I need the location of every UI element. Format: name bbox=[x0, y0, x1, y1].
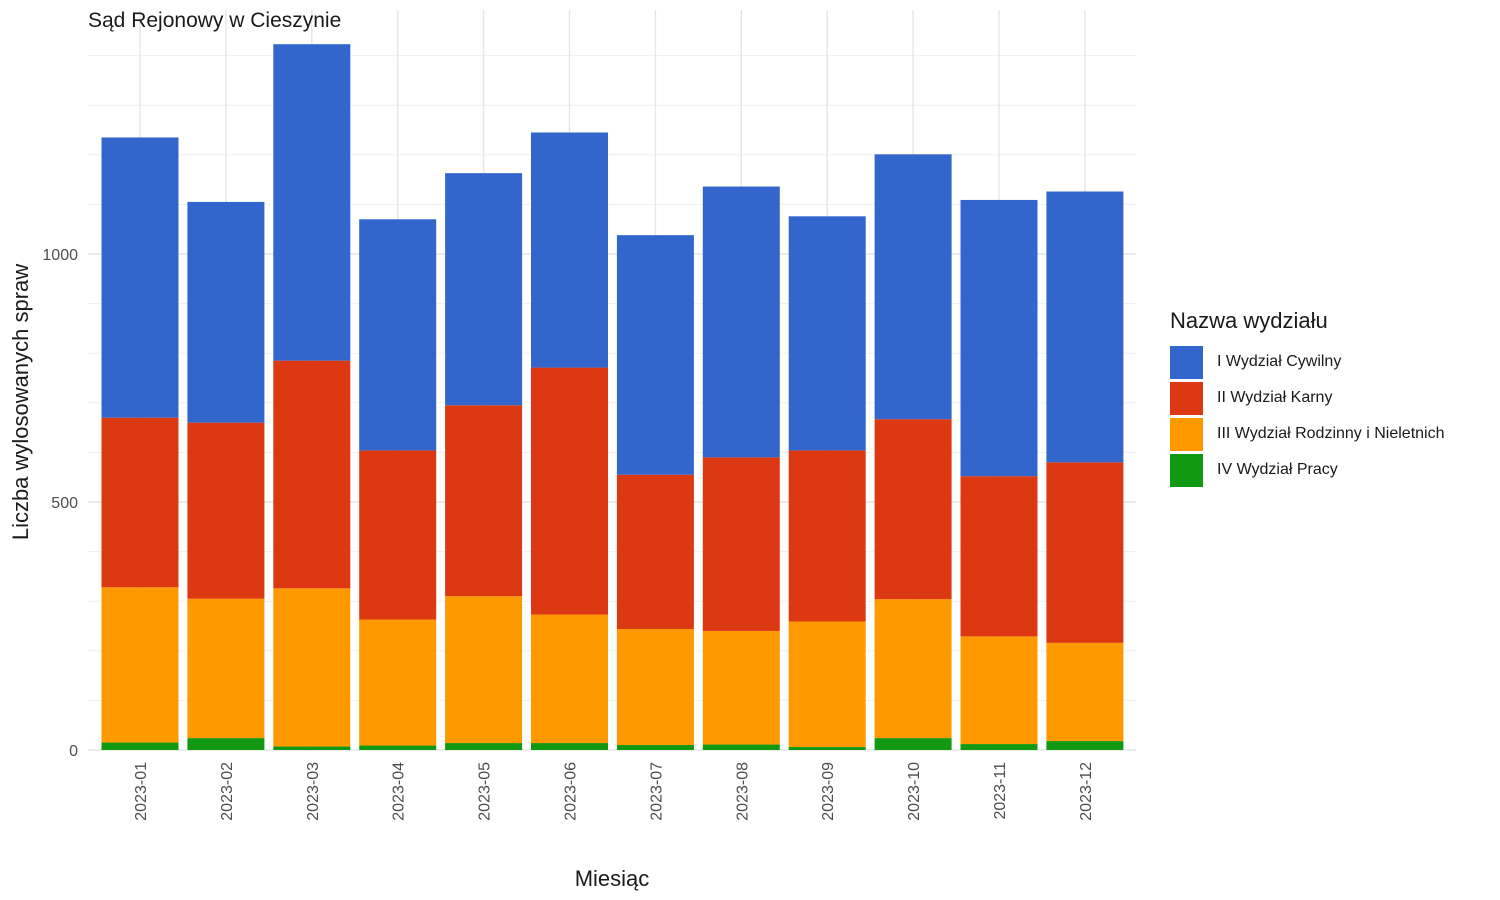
bar-segment bbox=[531, 614, 608, 744]
bar-segment bbox=[273, 44, 351, 361]
bar-segment bbox=[616, 745, 694, 750]
bar-segment bbox=[1046, 642, 1124, 742]
legend-item: I Wydział Cywilny bbox=[1170, 344, 1445, 380]
bar-segment bbox=[616, 628, 694, 746]
bar-segment bbox=[1046, 741, 1124, 750]
bar-segment bbox=[788, 621, 866, 748]
legend-swatch bbox=[1170, 345, 1203, 379]
bar-segment bbox=[702, 457, 780, 631]
bar-segment bbox=[445, 743, 523, 750]
bar-segment bbox=[874, 599, 952, 739]
bar-segment bbox=[616, 235, 694, 475]
legend-item: II Wydział Karny bbox=[1170, 380, 1445, 416]
bar-segment bbox=[788, 747, 866, 750]
x-axis-title: Miesiąc bbox=[575, 866, 650, 891]
chart-title: Sąd Rejonowy w Cieszynie bbox=[88, 9, 341, 32]
x-tick-label: 2023-07 bbox=[648, 762, 665, 821]
legend-item: IV Wydział Pracy bbox=[1170, 452, 1445, 488]
legend-swatch bbox=[1170, 417, 1203, 451]
y-tick-label: 500 bbox=[51, 495, 78, 512]
bar-segment bbox=[788, 216, 866, 451]
legend-label: II Wydział Karny bbox=[1217, 389, 1333, 406]
y-tick-label: 1000 bbox=[42, 247, 78, 264]
x-tick-label: 2023-01 bbox=[133, 762, 150, 821]
bar-segment bbox=[273, 588, 351, 747]
y-tick-labels: 0 500 1000 bbox=[42, 247, 78, 760]
legend: Nazwa wydziału I Wydział Cywilny II Wydzi… bbox=[1170, 308, 1445, 488]
bar-segment bbox=[960, 744, 1038, 750]
bar-segment bbox=[960, 636, 1038, 745]
x-tick-label: 2023-06 bbox=[563, 762, 580, 821]
x-tick-label: 2023-05 bbox=[477, 762, 494, 821]
bar-segment bbox=[273, 746, 351, 750]
y-axis-title: Liczba wylosowanych spraw bbox=[8, 264, 33, 540]
x-tick-label: 2023-08 bbox=[734, 762, 751, 821]
bar-segment bbox=[874, 419, 952, 600]
bar-segment bbox=[101, 587, 179, 743]
legend-items: I Wydział Cywilny II Wydział Karny III Wyd… bbox=[1170, 344, 1445, 488]
bar-segment bbox=[702, 744, 780, 750]
legend-label: I Wydział Cywilny bbox=[1217, 353, 1342, 370]
x-tick-label: 2023-03 bbox=[305, 762, 322, 821]
x-tick-label: 2023-09 bbox=[820, 762, 837, 821]
bar-segment bbox=[101, 137, 179, 418]
bar-segment bbox=[531, 132, 608, 368]
bar-segment bbox=[187, 738, 265, 750]
bar-segment bbox=[960, 476, 1038, 637]
bar-segment bbox=[702, 630, 780, 745]
x-tick-labels: 2023-01 2023-02 2023-03 2023-04 2023-05 2023-… bbox=[133, 762, 1095, 821]
bar-segment bbox=[445, 173, 523, 406]
legend-label: III Wydział Rodzinny i Nieletnich bbox=[1217, 425, 1445, 442]
legend-label: IV Wydział Pracy bbox=[1217, 461, 1338, 478]
legend-item: III Wydział Rodzinny i Nieletnich bbox=[1170, 416, 1445, 452]
bar-segment bbox=[359, 619, 437, 746]
bar-segment bbox=[960, 199, 1038, 477]
bar-segment bbox=[531, 743, 608, 750]
x-tick-label: 2023-04 bbox=[391, 762, 408, 821]
bar-segment bbox=[1046, 191, 1124, 463]
bar-segment bbox=[445, 596, 523, 744]
bar-segment bbox=[616, 474, 694, 629]
bar-segment bbox=[445, 405, 523, 597]
bar-segment bbox=[702, 186, 780, 458]
x-tick-label: 2023-12 bbox=[1078, 762, 1095, 821]
y-tick-label: 0 bbox=[69, 743, 78, 760]
legend-swatch bbox=[1170, 381, 1203, 415]
bar-segment bbox=[359, 745, 437, 750]
bar-segment bbox=[187, 422, 265, 599]
bar-segment bbox=[531, 367, 608, 615]
legend-title: Nazwa wydziału bbox=[1170, 308, 1328, 333]
bar-segment bbox=[187, 201, 265, 423]
x-tick-label: 2023-02 bbox=[219, 762, 236, 821]
bar-segment bbox=[788, 450, 866, 622]
bar-segment bbox=[1046, 462, 1124, 643]
bars bbox=[101, 44, 1124, 750]
bar-segment bbox=[359, 219, 437, 451]
bar-segment bbox=[101, 417, 179, 588]
legend-swatch bbox=[1170, 453, 1203, 487]
bar-segment bbox=[187, 598, 265, 739]
bar-segment bbox=[101, 742, 179, 750]
x-tick-label: 2023-11 bbox=[992, 762, 1009, 820]
bar-segment bbox=[273, 360, 351, 589]
bar-segment bbox=[359, 450, 437, 620]
bar-segment bbox=[874, 154, 952, 420]
x-tick-label: 2023-10 bbox=[906, 762, 923, 821]
bar-segment bbox=[874, 738, 952, 750]
